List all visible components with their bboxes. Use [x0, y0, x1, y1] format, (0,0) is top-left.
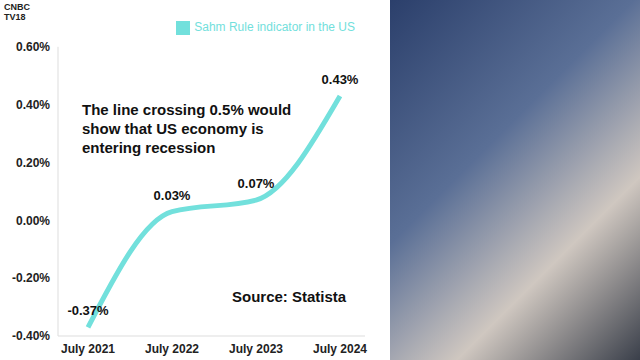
svg-text:0.00%: 0.00% [16, 214, 50, 228]
html-text:CNBC TV18: CNBC TV18 [4, 2, 30, 22]
svg-text:-0.37%: -0.37% [67, 303, 109, 318]
svg-text:-0.40%: -0.40% [12, 329, 50, 343]
html-text:Source: Statista: Source: Statista [232, 288, 347, 305]
svg-text:0.60%: 0.60% [16, 40, 50, 54]
svg-text:0.03%: 0.03% [154, 188, 191, 203]
svg-text:0.43%: 0.43% [322, 72, 359, 87]
svg-text:0.20%: 0.20% [16, 156, 50, 170]
svg-text:July 2023: July 2023 [229, 342, 283, 356]
svg-text:July 2021: July 2021 [61, 342, 115, 356]
svg-text:-0.20%: -0.20% [12, 271, 50, 285]
html-text:The line crossing 0.5% would s: The line crossing 0.5% would show that U… [82, 101, 292, 156]
svg-text:0.07%: 0.07% [238, 176, 275, 191]
svg-text:0.40%: 0.40% [16, 98, 50, 112]
svg-text:July 2022: July 2022 [145, 342, 199, 356]
html-text:Sahm Rule indicator in the US: Sahm Rule indicator in the US [194, 20, 355, 34]
svg-text:July 2024: July 2024 [313, 342, 367, 356]
